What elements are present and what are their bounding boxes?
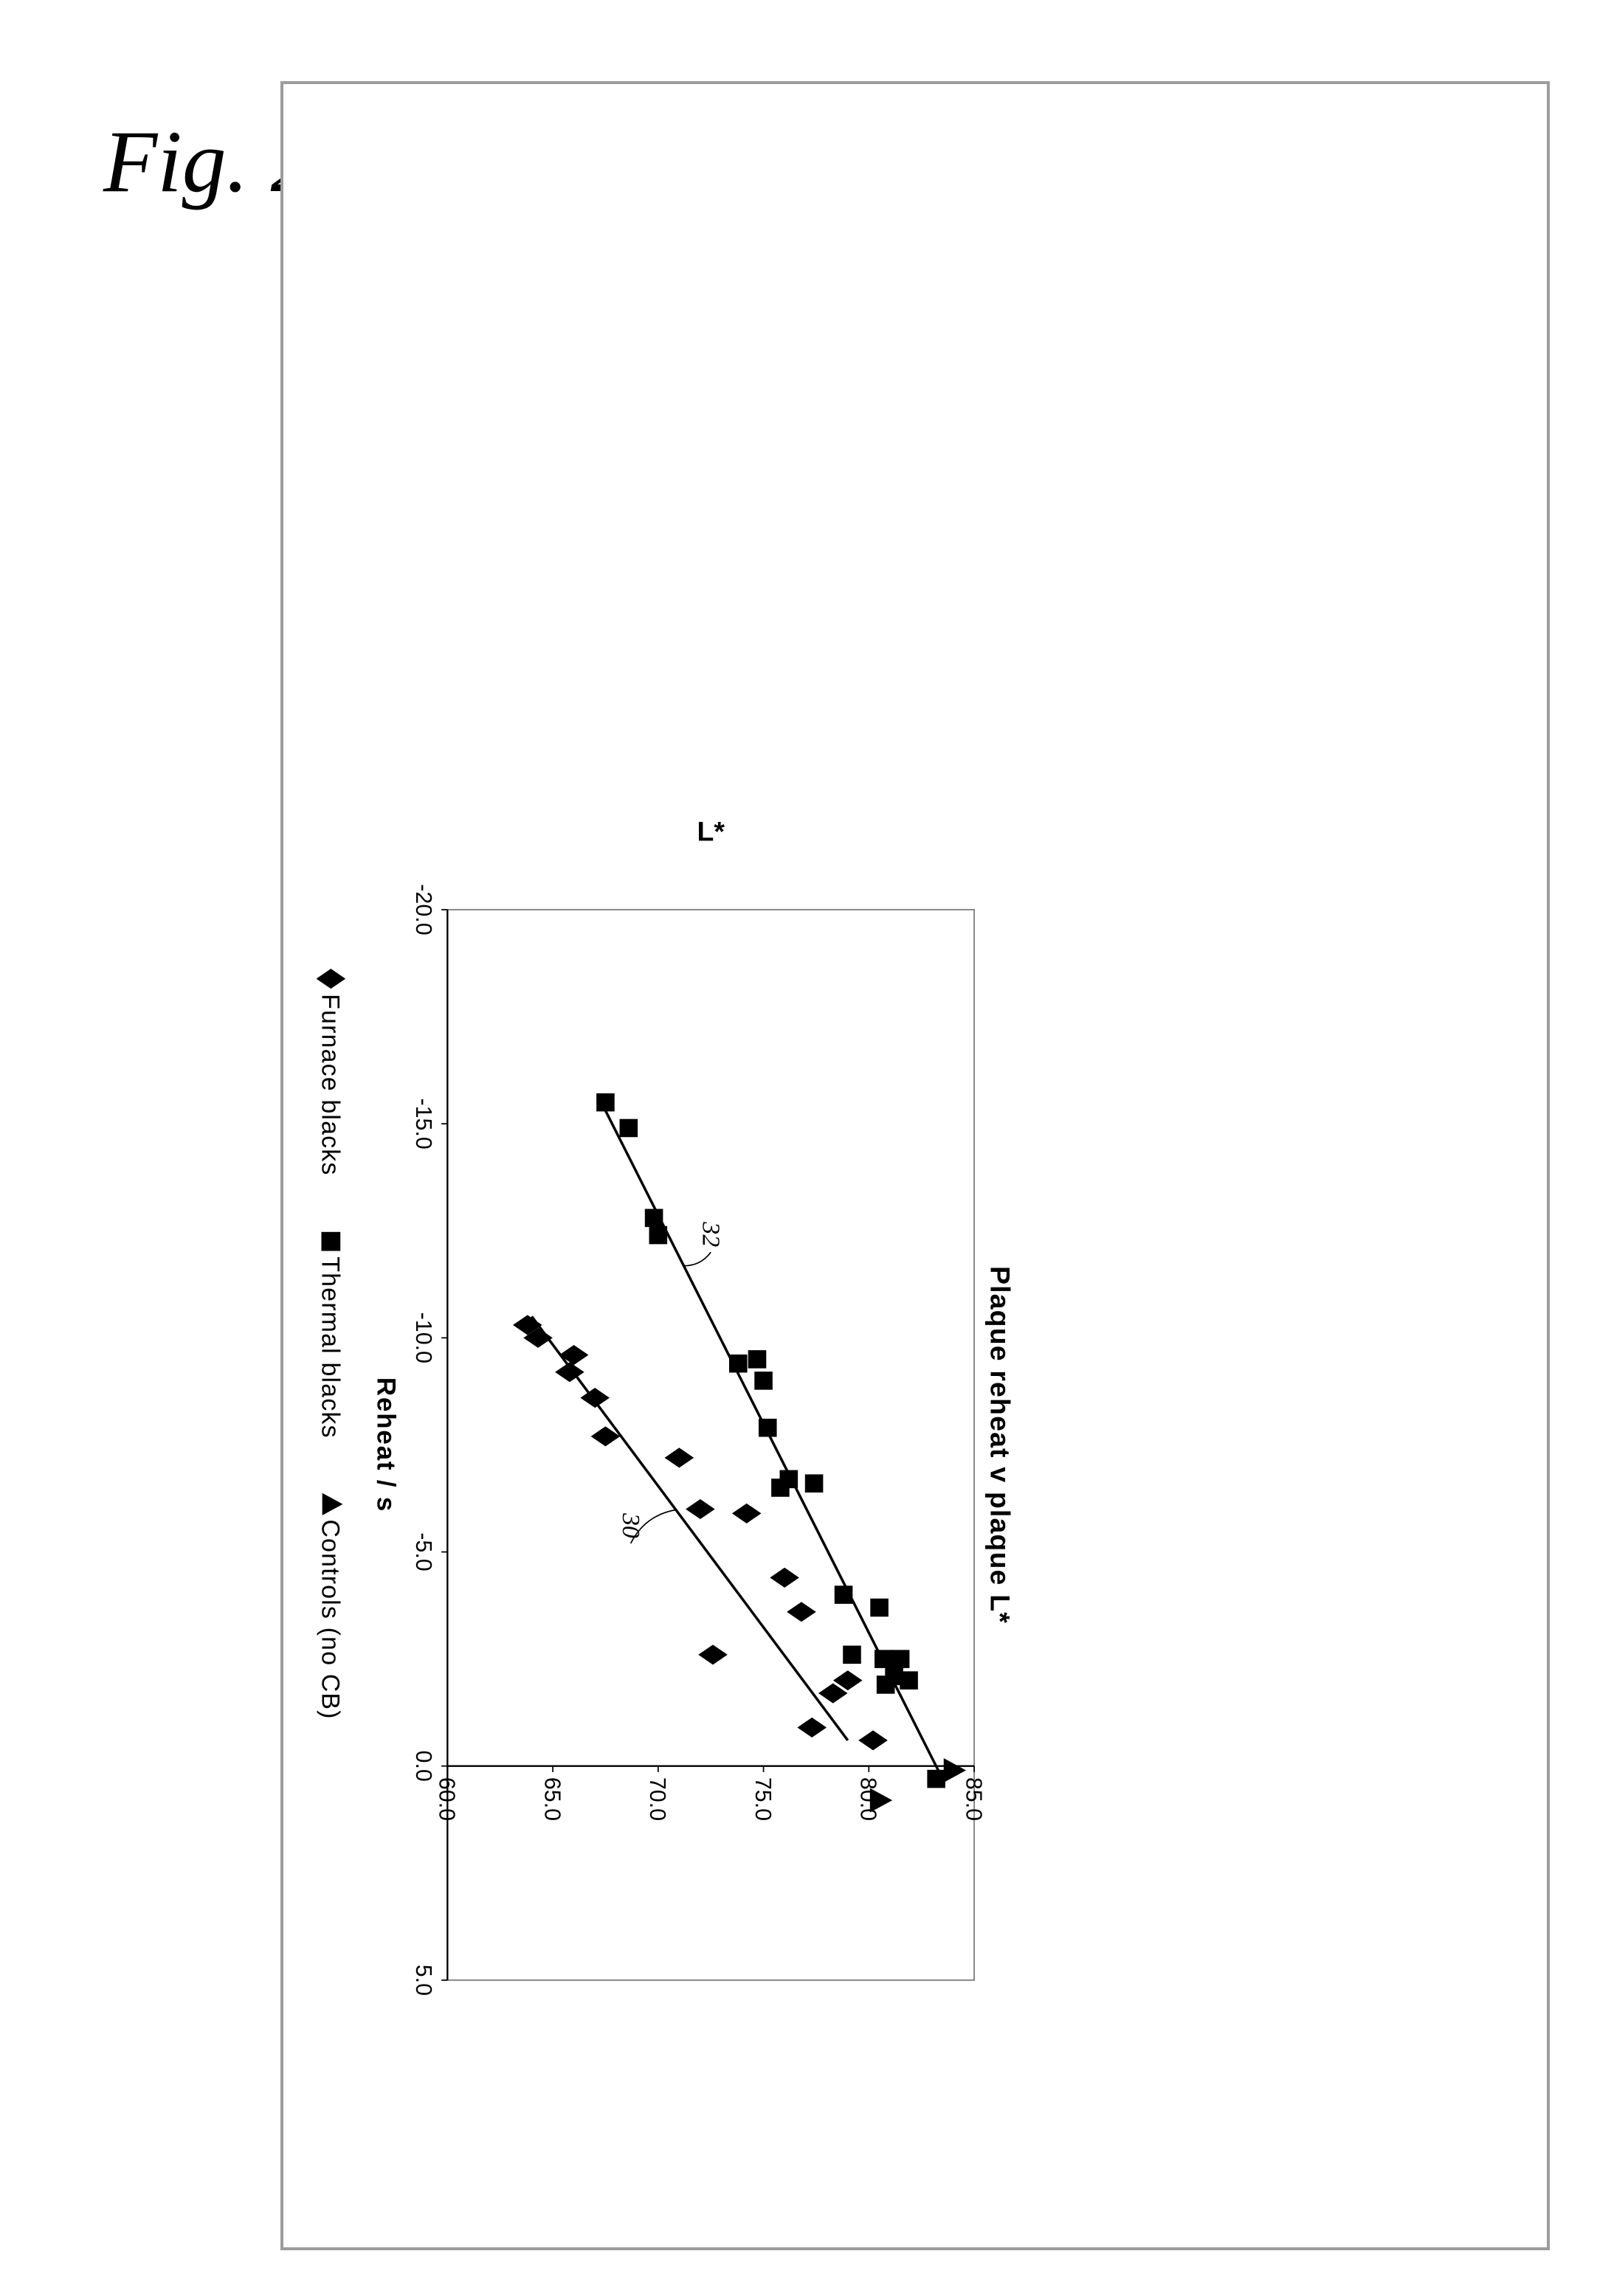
square-marker	[321, 1232, 340, 1251]
square-marker	[748, 1350, 767, 1369]
square-marker	[596, 1093, 615, 1112]
square-marker	[870, 1599, 889, 1617]
y-tick-label: 70.0	[645, 1777, 670, 1821]
square-marker	[649, 1226, 668, 1245]
diamond-marker	[317, 969, 346, 989]
square-marker	[900, 1671, 918, 1690]
square-marker	[771, 1479, 790, 1497]
legend-label: Furnace blacks	[316, 994, 344, 1175]
legend-label: Controls (no CB)	[316, 1519, 344, 1719]
trend-annotation: 30	[617, 1512, 644, 1538]
square-marker	[843, 1646, 861, 1664]
x-tick-label: -10.0	[411, 1313, 436, 1363]
chart-outer-frame: Plaque reheat v plaque L* -20.0 -15.0 -10.0…	[280, 81, 1550, 2250]
y-axis-label: L*	[697, 815, 725, 846]
x-tick-label: 5.0	[411, 1965, 436, 1996]
y-tick-label: 85.0	[961, 1777, 986, 1821]
y-tick-label: 65.0	[539, 1777, 565, 1821]
square-marker	[875, 1650, 893, 1668]
x-axis-label: Reheat / s	[372, 1377, 401, 1512]
square-marker	[645, 1209, 663, 1228]
y-tick-label: 60.0	[435, 1777, 460, 1821]
scatter-chart: Plaque reheat v plaque L* -20.0 -15.0 -10.0…	[283, 84, 1553, 2253]
square-marker	[891, 1650, 910, 1668]
square-marker	[759, 1419, 777, 1437]
legend: Furnace blacks Thermal blacks Controls (no…	[316, 969, 345, 1720]
y-tick-label: 75.0	[751, 1777, 776, 1821]
legend-label: Thermal blacks	[316, 1256, 344, 1438]
chart-title: Plaque reheat v plaque L*	[984, 1266, 1015, 1624]
x-tick-label: -15.0	[411, 1099, 436, 1149]
trend-annotation: 32	[697, 1221, 725, 1247]
square-marker	[805, 1474, 824, 1493]
square-marker	[620, 1119, 638, 1138]
square-marker	[835, 1586, 853, 1604]
triangle-marker	[322, 1493, 343, 1515]
square-marker	[877, 1676, 895, 1694]
x-tick-label: 0.0	[411, 1751, 436, 1782]
plot-area	[447, 910, 974, 1980]
square-marker	[729, 1355, 748, 1373]
x-tick-label: -5.0	[411, 1532, 436, 1571]
square-marker	[754, 1372, 773, 1390]
x-tick-label: -20.0	[411, 884, 436, 935]
square-marker	[927, 1770, 945, 1788]
